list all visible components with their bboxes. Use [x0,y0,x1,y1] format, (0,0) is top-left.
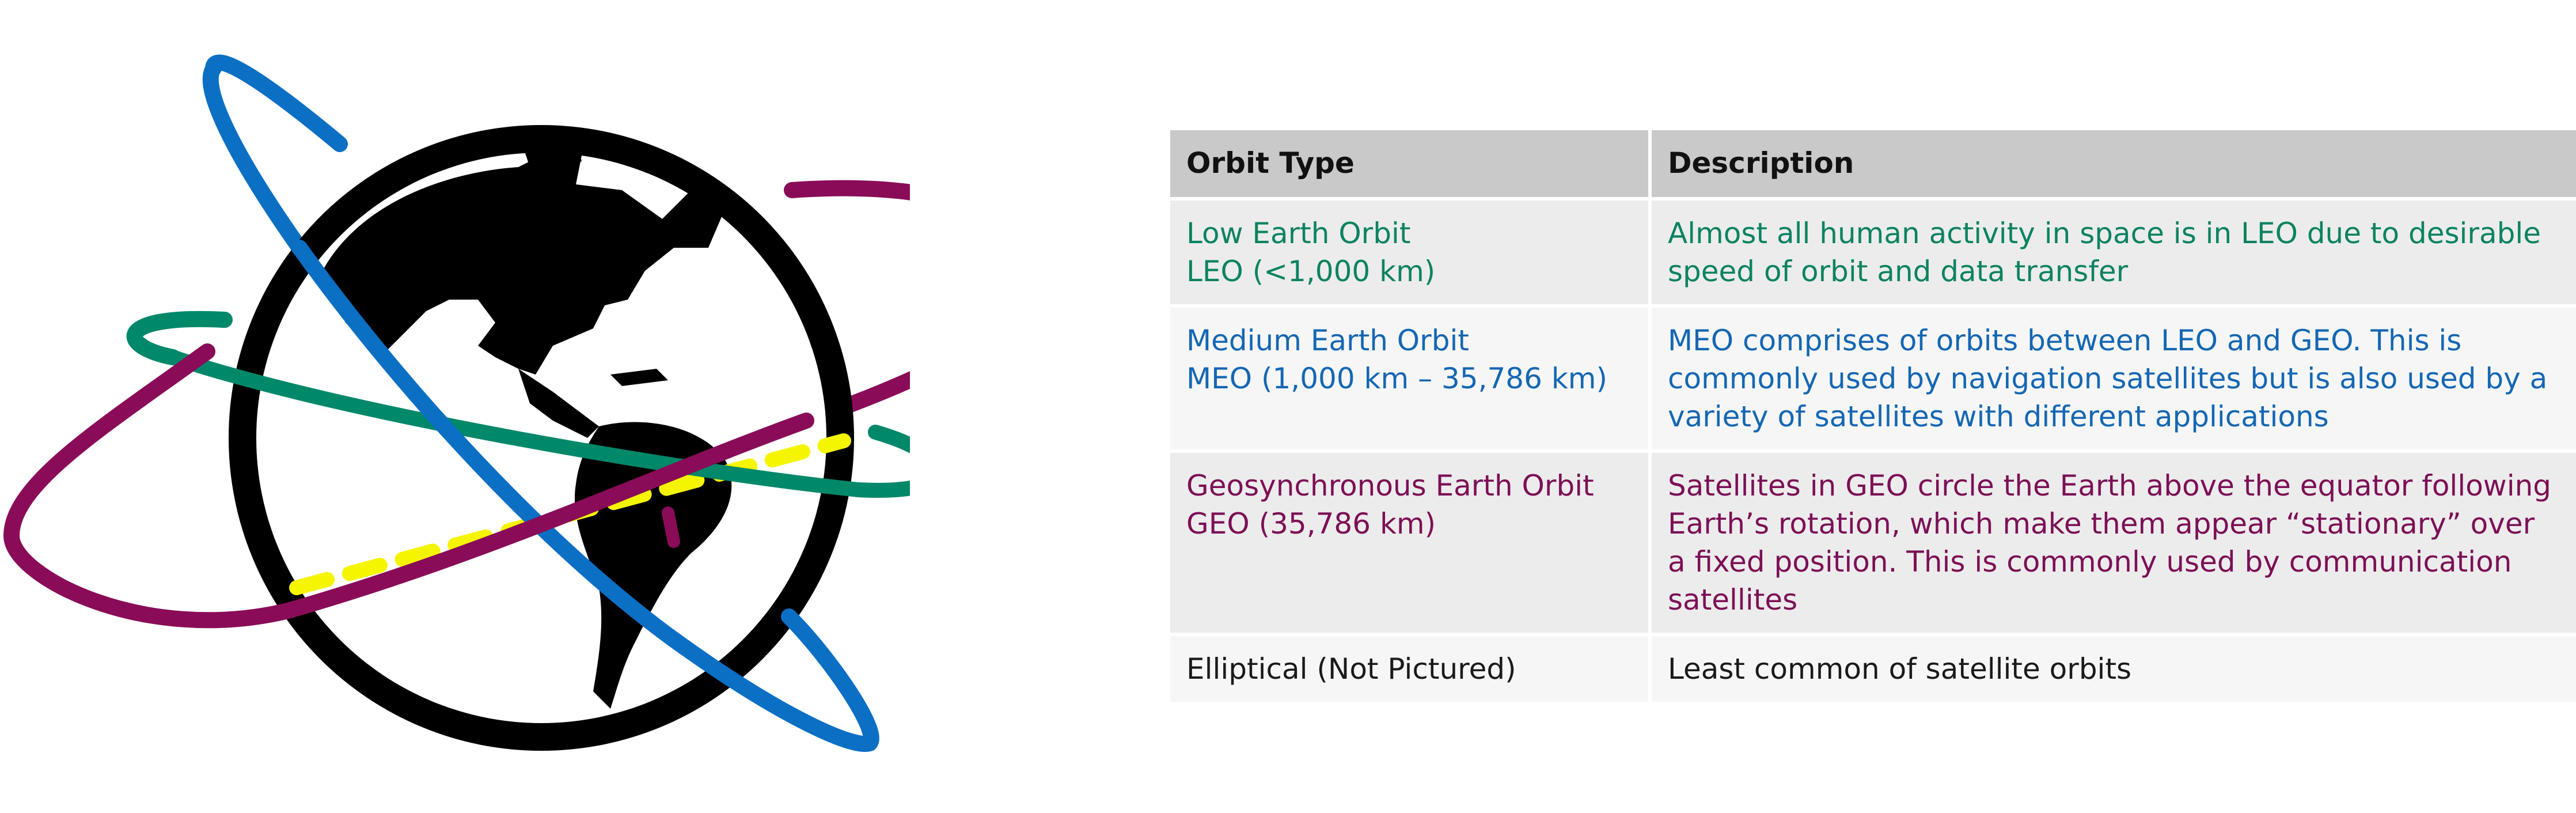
orbit-type-cell: Low Earth Orbit LEO (<1,000 km) [1170,201,1648,308]
orbit-name: Elliptical (Not Pictured) [1186,652,1516,686]
orbit-altitude: GEO (35,786 km) [1186,507,1436,540]
table-body: Low Earth Orbit LEO (<1,000 km) Almost all… [1170,201,2576,705]
orbits-back [126,54,910,429]
orbit-type-cell: Elliptical (Not Pictured) [1170,636,1648,705]
central-america [518,369,599,438]
orbit-types-table: Orbit Type Description Low Earth Orbit LE… [1170,130,2576,705]
table-header-row: Orbit Type Description [1170,130,2576,201]
orbit-altitude: MEO (1,000 km – 35,786 km) [1186,362,1607,395]
orbit-description-cell: MEO comprises of orbits between LEO and … [1648,308,2576,453]
orbit-name: Geosynchronous Earth Orbit [1186,469,1594,502]
orbit-green-front [165,350,910,498]
orbit-altitude: LEO (<1,000 km) [1186,255,1436,288]
island-2 [610,369,668,386]
table-row-geo: Geosynchronous Earth Orbit GEO (35,786 km… [1170,453,2576,636]
orbit-type-cell: Medium Earth Orbit MEO (1,000 km – 35,786… [1170,308,1648,453]
orbit-name: Medium Earth Orbit [1186,324,1469,357]
globe-orbits-illustration [3,54,910,752]
orbit-type-cell: Geosynchronous Earth Orbit GEO (35,786 km… [1170,453,1648,636]
header-description: Description [1648,130,2576,201]
header-orbit-type: Orbit Type [1170,130,1648,201]
table-row-elliptical: Elliptical (Not Pictured) Least common of… [1170,636,2576,705]
north-america [323,150,726,375]
orbit-blue-front [291,240,879,752]
orbits-front [3,240,910,752]
orbit-description-cell: Least common of satellite orbits [1648,636,2576,705]
orbit-purple-front [3,343,814,629]
geo-satellite-tick [662,506,680,548]
orbit-blue-back [202,54,348,256]
table-row-leo: Low Earth Orbit LEO (<1,000 km) Almost all… [1170,201,2576,308]
island-1 [521,135,582,173]
orbit-green-back [126,311,233,365]
orbit-name: Low Earth Orbit [1186,217,1411,250]
orbit-description-cell: Satellites in GEO circle the Earth above… [1648,453,2576,636]
table-row-meo: Medium Earth Orbit MEO (1,000 km – 35,786… [1170,308,2576,453]
orbit-description-cell: Almost all human activity in space is in… [1648,201,2576,308]
